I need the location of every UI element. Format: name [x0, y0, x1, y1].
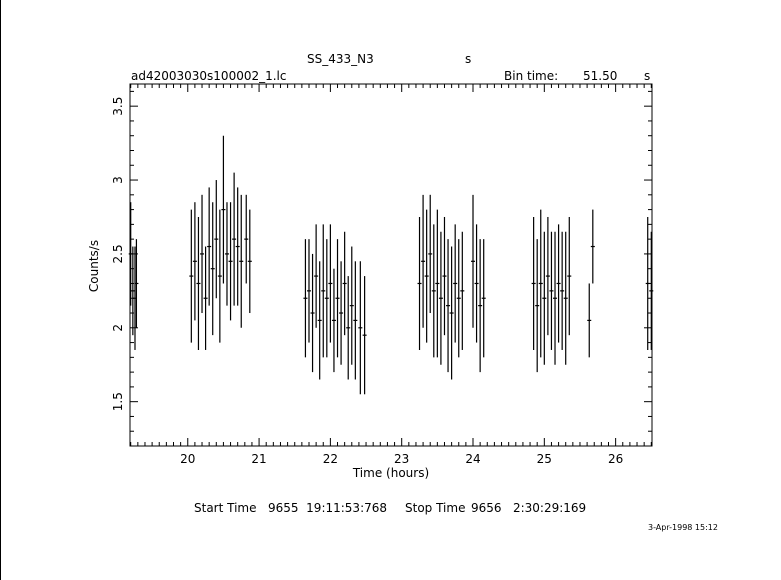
- y-tick-label: 3: [111, 176, 125, 184]
- y-tick-label: 3.5: [111, 97, 125, 116]
- start-time-value: 9655 19:11:53:768: [268, 501, 388, 515]
- y-axis-label: Counts/s: [87, 240, 101, 292]
- y-tick-label: 2: [111, 324, 125, 332]
- stop-time-value: 9656 2:30:29:169: [471, 501, 587, 515]
- x-tick-label: 24: [465, 452, 480, 466]
- window-left-border: [0, 0, 1, 580]
- y-tick-label: 2.5: [111, 244, 125, 263]
- start-time-label: Start Time: [194, 501, 257, 515]
- chart-title-suffix: s: [465, 52, 472, 66]
- x-tick-label: 25: [537, 452, 552, 466]
- bin-time-value: 51.50: [583, 69, 618, 83]
- axis-ticks: [130, 84, 652, 447]
- plot-frame: [129, 83, 653, 447]
- x-tick-label: 20: [180, 452, 195, 466]
- bin-time-label: Bin time:: [504, 69, 559, 83]
- chart-title: SS_433_N3: [307, 52, 374, 66]
- x-axis-label: Time (hours): [352, 466, 429, 480]
- date-stamp: 3-Apr-1998 15:12: [648, 523, 718, 532]
- x-tick-label: 26: [608, 452, 623, 466]
- x-tick-label: 23: [394, 452, 409, 466]
- file-name-label: ad42003030s100002_1.lc: [131, 69, 287, 83]
- y-tick-labels: 1.5 2 2.5 3 3.5: [111, 97, 125, 412]
- x-tick-labels: 20 21 22 23 24 25 26: [180, 452, 623, 466]
- error-bar-series: [128, 135, 654, 395]
- x-tick-label: 21: [251, 452, 266, 466]
- x-tick-label: 22: [323, 452, 338, 466]
- stop-time-label: Stop Time: [405, 501, 466, 515]
- y-tick-label: 1.5: [111, 392, 125, 411]
- bin-time-unit: s: [644, 69, 651, 83]
